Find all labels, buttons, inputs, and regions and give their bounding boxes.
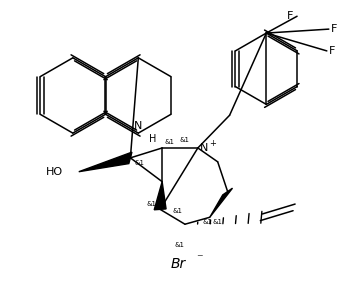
Polygon shape — [210, 188, 232, 217]
Text: &1: &1 — [164, 139, 174, 145]
Text: &1: &1 — [173, 208, 183, 214]
Text: HO: HO — [46, 167, 63, 177]
Text: &1: &1 — [175, 242, 185, 248]
Text: ⁻: ⁻ — [196, 252, 202, 265]
Text: N: N — [134, 121, 142, 131]
Polygon shape — [79, 152, 132, 172]
Polygon shape — [154, 182, 166, 210]
Text: &1: &1 — [146, 201, 156, 207]
Text: F: F — [287, 11, 293, 21]
Text: H: H — [149, 134, 156, 144]
Text: Br: Br — [170, 257, 186, 271]
Text: N: N — [200, 143, 208, 153]
Text: &1: &1 — [203, 219, 213, 225]
Text: &1: &1 — [134, 160, 144, 166]
Text: &1: &1 — [180, 137, 190, 143]
Text: +: + — [209, 139, 216, 147]
Text: &1: &1 — [213, 219, 223, 225]
Text: F: F — [329, 46, 335, 56]
Text: F: F — [331, 24, 337, 34]
